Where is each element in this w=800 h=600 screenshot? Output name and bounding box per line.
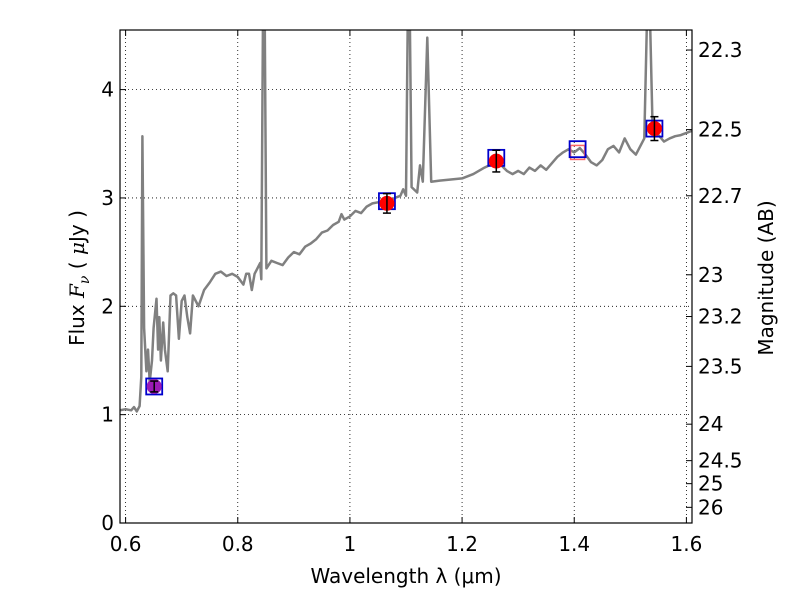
y2-tick-label: 26	[698, 495, 723, 519]
y-axis-label: Flux Fν ( μJy )	[65, 210, 93, 346]
y-axis-label-symbol: F	[65, 283, 89, 299]
x-tick-label: 1.2	[446, 532, 478, 556]
model-photometry-marker	[568, 140, 587, 159]
model-spectrum	[120, 30, 692, 413]
y-tick-label: 4	[101, 78, 114, 102]
x-tick-label: 1.4	[558, 532, 590, 556]
x-tick-label: 1.6	[670, 532, 702, 556]
model-photometry-marker	[145, 377, 164, 396]
y-axis-label-jy: Jy )	[65, 210, 89, 244]
y2-tick-label: 24	[698, 412, 723, 436]
y2-tick-label: 22.3	[698, 38, 743, 62]
x-axis-label: Wavelength λ (μm)	[310, 564, 501, 588]
photometry-points	[145, 115, 664, 396]
x-tick-label: 1	[344, 532, 357, 556]
y-tick-label: 1	[101, 403, 114, 427]
y2-tick-label: 23	[698, 263, 723, 287]
y-tick-label: 2	[101, 294, 114, 318]
y2-tick-label: 22.5	[698, 118, 743, 142]
y-axis-label-flux: Flux	[65, 298, 89, 346]
axes	[119, 29, 693, 524]
y2-tick-label: 23.2	[698, 305, 743, 329]
y-tick-label: 0	[101, 511, 114, 535]
spectrum-line	[120, 30, 692, 413]
y2-tick-label: 24.5	[698, 449, 743, 473]
x-tick-label: 0.8	[222, 532, 254, 556]
y-tick-label: 3	[101, 186, 114, 210]
plot-frame	[119, 29, 693, 524]
x-tick-label: 0.6	[110, 532, 142, 556]
y2-tick-label: 23.5	[698, 354, 743, 378]
y-axis-label-subscript: ν	[77, 275, 93, 284]
y2-axis-label: Magnitude (AB)	[754, 200, 778, 355]
upper-limit-marker	[569, 144, 586, 161]
y2-tick-label: 25	[698, 472, 723, 496]
y-axis-label-unit: (	[65, 255, 89, 276]
tick-marks: 0.6 0.8 1 1.2 1.4 1.60123422.322.522.72323.22…	[101, 30, 743, 556]
y2-tick-label: 22.7	[698, 184, 743, 208]
y-axis-label-mu: μ	[65, 242, 89, 255]
